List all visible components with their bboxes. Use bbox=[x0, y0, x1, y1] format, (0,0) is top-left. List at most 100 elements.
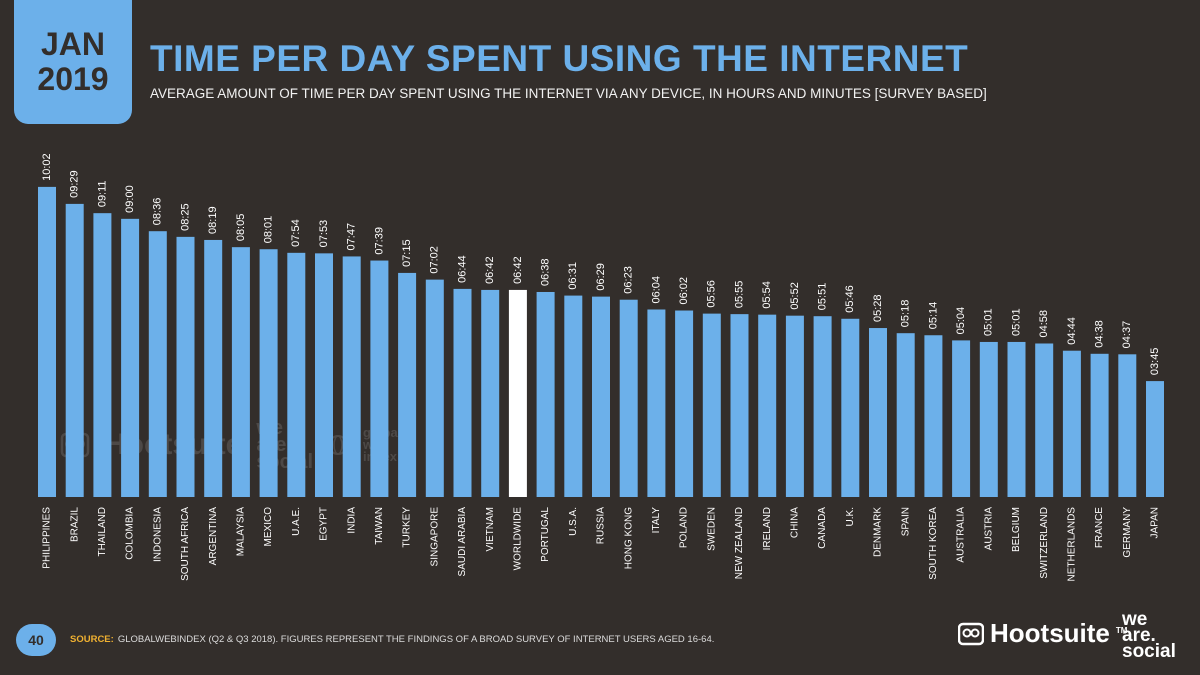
bar-u-k bbox=[841, 318, 860, 497]
value-label: 08:19 bbox=[207, 206, 219, 234]
page-number: 40 bbox=[16, 624, 56, 656]
category-label: AUSTRIA bbox=[983, 507, 994, 551]
bar-poland bbox=[675, 310, 694, 497]
value-label: 06:04 bbox=[650, 276, 662, 304]
value-label: 04:58 bbox=[1038, 310, 1050, 338]
category-label: THAILAND bbox=[97, 507, 108, 556]
value-label: 03:45 bbox=[1149, 348, 1161, 376]
value-label: 06:38 bbox=[540, 258, 552, 286]
badge-year: 2019 bbox=[37, 61, 109, 97]
source-label: SOURCE: bbox=[70, 634, 114, 645]
bar-ireland bbox=[758, 314, 777, 497]
category-label: SPAIN bbox=[900, 507, 911, 536]
category-label: FRANCE bbox=[1094, 507, 1105, 548]
value-label: 10:02 bbox=[41, 153, 53, 181]
category-label: U.K. bbox=[845, 507, 856, 526]
category-label: PORTUGAL bbox=[540, 507, 551, 562]
value-label: 07:15 bbox=[401, 239, 413, 267]
value-label: 06:42 bbox=[484, 256, 496, 284]
bar-new-zealand bbox=[730, 314, 749, 497]
value-label: 08:01 bbox=[263, 216, 275, 244]
category-label: WORLDWIDE bbox=[513, 507, 524, 571]
category-label: SAUDI ARABIA bbox=[457, 507, 468, 577]
bar-sweden bbox=[702, 313, 721, 497]
category-label: PHILIPPINES bbox=[42, 507, 53, 569]
value-label: 05:51 bbox=[817, 283, 829, 311]
value-label: 06:29 bbox=[595, 263, 607, 291]
bar-netherlands bbox=[1062, 350, 1081, 497]
value-label: 08:25 bbox=[179, 203, 191, 231]
bar-philippines bbox=[38, 186, 56, 497]
value-label: 04:44 bbox=[1066, 317, 1078, 345]
value-label: 05:18 bbox=[900, 300, 912, 328]
category-label: RUSSIA bbox=[596, 507, 607, 545]
category-label: BELGIUM bbox=[1011, 507, 1022, 552]
bar-thailand bbox=[93, 213, 112, 498]
category-label: U.S.A. bbox=[568, 507, 579, 536]
bar-france bbox=[1090, 353, 1109, 497]
value-label: 07:39 bbox=[373, 227, 385, 255]
bar-switzerland bbox=[1035, 343, 1054, 497]
category-label: MEXICO bbox=[263, 507, 274, 547]
category-label: HONG KONG bbox=[623, 507, 634, 569]
value-label: 05:52 bbox=[789, 282, 801, 310]
bar-u-s-a bbox=[564, 295, 583, 497]
category-label: SOUTH KOREA bbox=[928, 507, 939, 580]
category-label: INDIA bbox=[346, 507, 357, 534]
bar-australia bbox=[952, 340, 971, 497]
source-text: GLOBALWEBINDEX (Q2 & Q3 2018). FIGURES R… bbox=[117, 634, 715, 645]
value-label: 05:28 bbox=[872, 295, 884, 323]
value-label: 04:37 bbox=[1121, 321, 1133, 349]
value-label: 05:01 bbox=[1010, 308, 1022, 336]
category-label: SOUTH AFRICA bbox=[180, 507, 191, 581]
value-label: 06:42 bbox=[512, 256, 524, 284]
bar-indonesia bbox=[148, 231, 167, 498]
page-subtitle: AVERAGE AMOUNT OF TIME PER DAY SPENT USI… bbox=[150, 86, 987, 101]
bar-austria bbox=[979, 341, 998, 497]
category-label: SWEDEN bbox=[706, 507, 717, 551]
value-label: 06:02 bbox=[678, 277, 690, 305]
bar-mexico bbox=[259, 249, 278, 497]
bar-belgium bbox=[1007, 341, 1026, 497]
category-label: ITALY bbox=[651, 507, 662, 534]
bar-canada bbox=[813, 316, 832, 497]
value-label: 09:00 bbox=[124, 185, 136, 213]
value-label: 07:53 bbox=[318, 220, 330, 248]
value-label: 09:29 bbox=[69, 170, 81, 198]
page-title: TIME PER DAY SPENT USING THE INTERNET bbox=[150, 38, 969, 79]
bar-italy bbox=[647, 309, 666, 497]
value-label: 08:36 bbox=[152, 198, 164, 226]
bar-spain bbox=[896, 333, 915, 497]
value-label: 05:14 bbox=[927, 302, 939, 330]
category-label: U.A.E. bbox=[291, 507, 302, 536]
category-label: ARGENTINA bbox=[208, 507, 219, 566]
category-label: SINGAPORE bbox=[429, 507, 440, 567]
value-label: 06:44 bbox=[456, 255, 468, 283]
bar-portugal bbox=[536, 291, 555, 497]
value-label: 06:31 bbox=[567, 262, 579, 290]
category-label: GERMANY bbox=[1122, 507, 1133, 558]
hootsuite-logo: Hootsuite TM bbox=[958, 618, 1127, 649]
bar-south-korea bbox=[924, 335, 943, 497]
category-label: IRELAND bbox=[762, 507, 773, 550]
bar-egypt bbox=[315, 253, 333, 497]
we-are-social-logo: we are. social bbox=[1122, 609, 1176, 662]
badge-month: JAN bbox=[40, 26, 105, 62]
category-label: CHINA bbox=[790, 507, 801, 538]
bar-germany bbox=[1118, 354, 1137, 497]
bar-singapore bbox=[425, 279, 444, 497]
category-label: NETHERLANDS bbox=[1067, 507, 1078, 582]
bar-malaysia bbox=[231, 247, 250, 497]
bar-colombia bbox=[121, 218, 140, 497]
bar-russia bbox=[592, 296, 610, 497]
category-label: NEW ZEALAND bbox=[734, 507, 745, 579]
category-label: BRAZIL bbox=[69, 507, 80, 542]
value-label: 07:02 bbox=[429, 246, 441, 274]
date-badge: JAN 2019 bbox=[14, 0, 132, 124]
value-label: 05:55 bbox=[733, 281, 745, 309]
bar-worldwide bbox=[508, 289, 527, 497]
trademark: TM bbox=[1115, 626, 1128, 635]
category-label: TAIWAN bbox=[374, 507, 385, 545]
bar-india bbox=[342, 256, 361, 497]
